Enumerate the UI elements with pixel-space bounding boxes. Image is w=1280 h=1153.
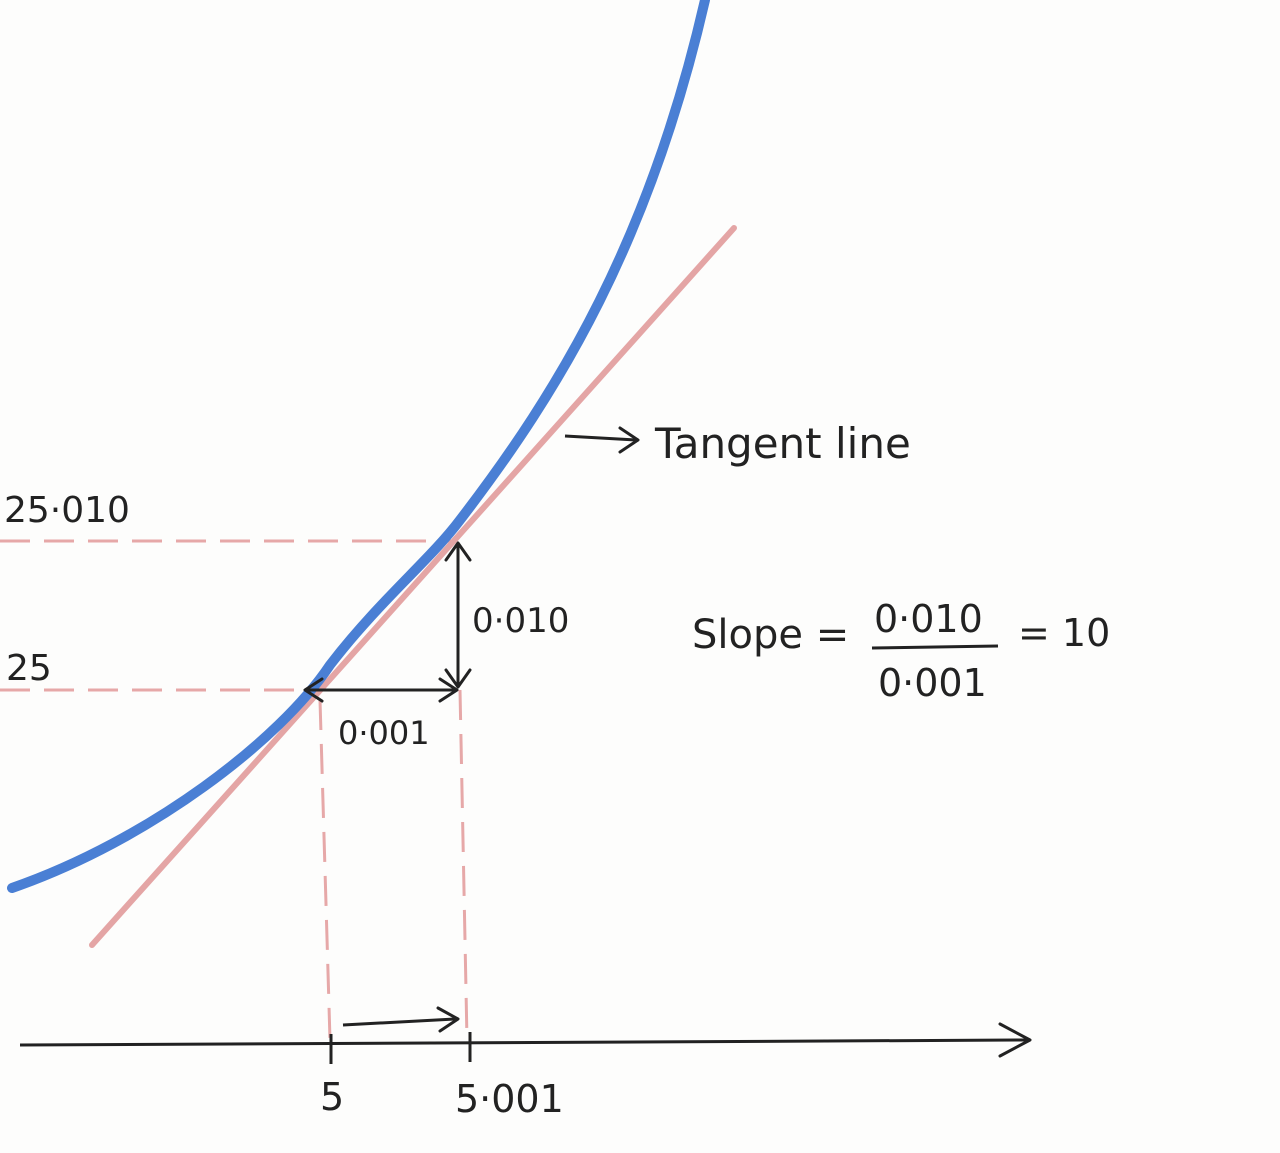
slope-denominator: 0·001 xyxy=(878,661,987,705)
slope-result: = 10 xyxy=(1018,611,1110,655)
y-lower-label: 25 xyxy=(6,648,52,689)
y-upper-label: 25·010 xyxy=(4,490,130,531)
left-x-guide-line xyxy=(318,699,332,1041)
tangent-pointer-arrowhead xyxy=(618,426,640,454)
x-axis xyxy=(19,1038,1029,1047)
tangent-pointer-arrow xyxy=(564,434,637,442)
right-x-guide-line xyxy=(458,689,469,1041)
rise-arrowhead-top xyxy=(444,541,472,562)
x-left-label: 5 xyxy=(320,1075,344,1119)
tangent-line xyxy=(89,225,737,948)
tangent-line-label: Tangent line xyxy=(654,419,911,468)
x-axis-arrowhead xyxy=(998,1022,1032,1058)
delta-x-arrowhead xyxy=(436,1006,460,1033)
slope-word: Slope = xyxy=(692,612,849,658)
rise-label: 0·010 xyxy=(472,601,569,641)
rise-arrowhead-bottom xyxy=(444,668,472,689)
run-label: 0·001 xyxy=(338,714,430,752)
delta-x-arrow xyxy=(342,1017,456,1027)
slope-numerator: 0·010 xyxy=(874,597,983,641)
run-arrowhead-right xyxy=(438,677,459,703)
x-right-label: 5·001 xyxy=(455,1077,564,1121)
slope-fraction-bar xyxy=(871,644,999,650)
run-arrowhead-left xyxy=(303,677,324,703)
curve xyxy=(7,0,710,893)
